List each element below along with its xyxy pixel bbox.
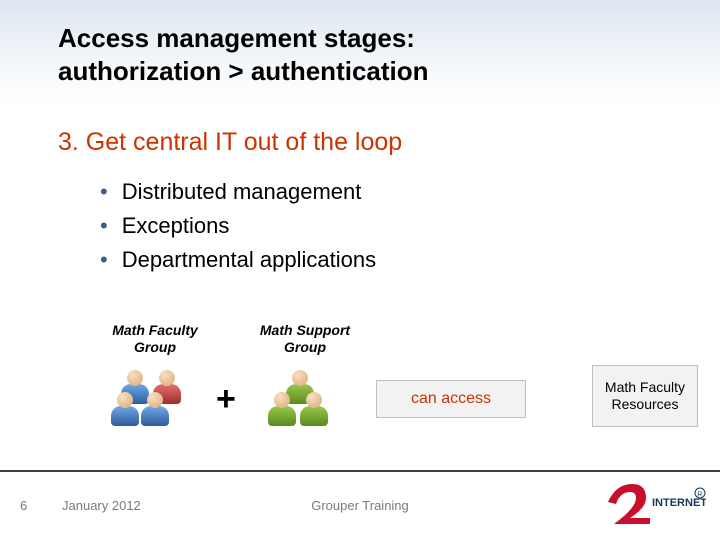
- resources-label: Math Faculty Resources: [593, 379, 697, 413]
- bullet-item: Departmental applications: [100, 243, 376, 277]
- faculty-people-icon: [110, 370, 194, 430]
- bullet-list: Distributed management Exceptions Depart…: [100, 175, 376, 277]
- svg-text:INTERNET: INTERNET: [652, 497, 706, 509]
- resources-box: Math Faculty Resources: [592, 365, 698, 427]
- support-people-icon: [263, 370, 347, 430]
- support-group-label: Math Support Group: [245, 322, 365, 356]
- bullet-item: Distributed management: [100, 175, 376, 209]
- can-access-box: can access: [376, 380, 526, 418]
- slide-subtitle: 3. Get central IT out of the loop: [58, 128, 402, 157]
- plus-icon: +: [216, 380, 236, 419]
- can-access-label: can access: [411, 390, 491, 408]
- title-line-2: authorization > authentication: [58, 56, 429, 86]
- svg-text:R: R: [697, 492, 702, 499]
- title-line-1: Access management stages:: [58, 23, 415, 53]
- slide-title: Access management stages: authorization …: [58, 22, 429, 87]
- bullet-item: Exceptions: [100, 209, 376, 243]
- internet2-logo-icon: INTERNET R: [606, 478, 706, 526]
- faculty-group-label: Math Faculty Group: [95, 322, 215, 356]
- footer-divider: [0, 470, 720, 472]
